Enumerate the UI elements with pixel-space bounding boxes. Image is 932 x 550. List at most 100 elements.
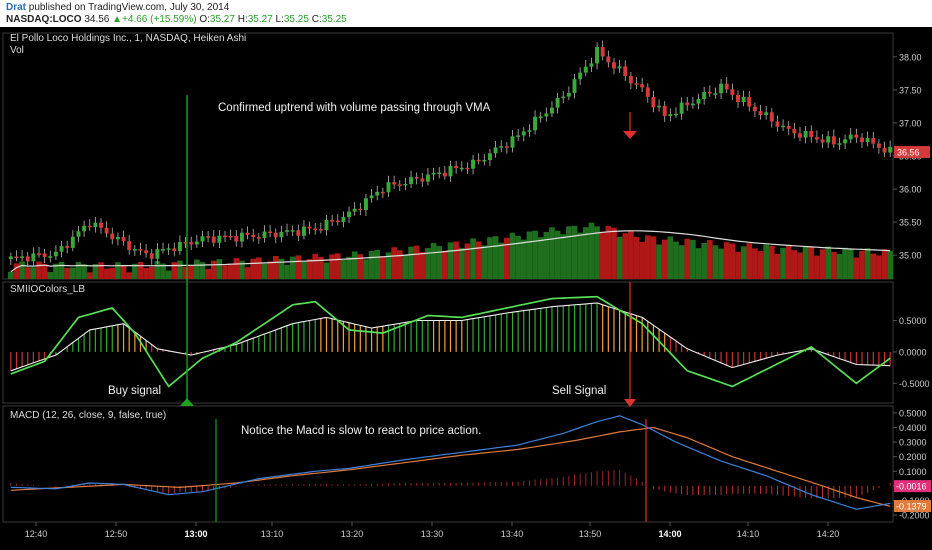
chart-canvas[interactable]: 38.0037.5037.0036.5036.0035.5035.0036.56…	[0, 27, 932, 550]
volume-bar	[103, 268, 110, 279]
candle-body	[104, 227, 109, 234]
candle-body	[803, 130, 808, 138]
candle-body	[31, 253, 36, 262]
x-tick-label: 14:20	[817, 529, 840, 539]
macd-title: MACD (12, 26, close, 9, false, true)	[10, 410, 166, 421]
volume-bar	[47, 272, 54, 279]
volume-bar	[396, 250, 403, 279]
candle-body	[628, 76, 633, 84]
volume-bar	[695, 248, 702, 279]
volume-bar	[639, 241, 645, 279]
volume-bar	[261, 263, 268, 279]
volume-bar	[368, 251, 375, 279]
x-tick-label: 13:30	[421, 529, 444, 539]
volume-bar	[515, 235, 521, 279]
macd-annotation: Notice the Macd is slow to react to pric…	[241, 425, 481, 437]
x-tick-label: 12:40	[25, 529, 48, 539]
candle-body	[561, 96, 566, 99]
author-link[interactable]: Drat	[6, 2, 27, 13]
axes-layer: 38.0037.5037.0036.5036.0035.5035.0036.56…	[25, 52, 931, 539]
panel-frame	[2, 281, 894, 404]
candle-body	[865, 137, 870, 143]
sell-arrow-icon	[623, 131, 637, 139]
volume-bar	[425, 248, 431, 279]
volume-bar	[306, 259, 313, 279]
volume-bar	[177, 260, 183, 279]
x-tick-label: 14:10	[737, 529, 760, 539]
candle-body	[285, 230, 290, 232]
volume-bar	[864, 248, 871, 279]
smi-title: SMIIOColors_LB	[10, 284, 85, 295]
volume-bar	[402, 254, 409, 279]
volume-bar	[735, 251, 741, 279]
candle-body	[82, 225, 87, 232]
volume-bar	[701, 242, 707, 279]
volume-bar	[182, 266, 189, 279]
buy-signal-annotation: Buy signal	[108, 385, 161, 397]
volume-bar	[447, 242, 454, 279]
volume-bar	[560, 234, 567, 279]
candle-body	[854, 134, 859, 138]
x-tick-label: 13:40	[501, 529, 524, 539]
volume-bar	[132, 263, 138, 279]
candle-body	[268, 231, 273, 233]
candle-body	[335, 220, 340, 223]
sell-signal-annotation: Sell Signal	[552, 385, 606, 397]
candle-body	[798, 133, 802, 138]
smi-y-tick-label: -0.5000	[899, 379, 930, 389]
candle-body	[611, 62, 616, 69]
volume-bar	[210, 260, 217, 279]
candle-body	[860, 137, 864, 143]
ohlc-open-label: O:	[199, 14, 210, 25]
candle-body	[290, 230, 295, 232]
candle-body	[53, 251, 58, 257]
volume-bar	[504, 237, 510, 279]
macd-y-tick-label: 0.2000	[899, 452, 927, 462]
volume-bar	[351, 251, 358, 279]
volume-label: Vol	[10, 45, 24, 56]
candle-body	[42, 253, 47, 258]
volume-bar	[566, 226, 572, 279]
volume-bar	[154, 261, 161, 279]
volume-bar	[650, 236, 657, 279]
volume-bar	[509, 232, 516, 279]
candle-body	[820, 139, 825, 143]
candle-body	[578, 72, 583, 80]
macd-last-value-label: -0.0016	[896, 482, 927, 492]
volume-bar	[588, 222, 595, 279]
volume-bar	[549, 227, 555, 279]
volume-bar	[98, 262, 104, 279]
volume-bar	[312, 253, 319, 279]
macd-y-tick-label: 0.5000	[899, 408, 927, 418]
candle-body	[781, 125, 786, 128]
price-y-tick-label: 38.00	[899, 52, 922, 62]
price-y-tick-label: 37.50	[899, 85, 922, 95]
candle-body	[273, 232, 278, 238]
candle-body	[414, 177, 419, 179]
sell-arrow-icon	[624, 399, 636, 407]
candle-body	[493, 147, 498, 154]
candle-body	[538, 116, 543, 118]
volume-bar	[859, 250, 865, 279]
symbol-label[interactable]: NASDAQ:LOCO	[6, 14, 82, 25]
volume-bar	[836, 253, 843, 279]
x-tick-label: 13:20	[341, 529, 364, 539]
candle-body	[668, 114, 673, 117]
volume-bar	[30, 267, 37, 279]
volume-bar	[622, 233, 629, 279]
candle-body	[380, 191, 385, 194]
volume-bar	[830, 251, 837, 279]
smi-y-tick-label: 0.5000	[899, 316, 927, 326]
candle-body	[809, 130, 814, 138]
candle-body	[679, 102, 684, 114]
candle-body	[696, 99, 701, 104]
volume-bar	[239, 260, 245, 279]
volume-bar	[109, 267, 116, 279]
candle-body	[149, 253, 154, 259]
volume-bar	[752, 248, 758, 279]
candle-body	[8, 256, 13, 260]
last-price-marker	[894, 146, 930, 159]
candle-body	[747, 97, 752, 107]
volume-bar	[165, 270, 172, 279]
volume-bar	[53, 263, 59, 279]
